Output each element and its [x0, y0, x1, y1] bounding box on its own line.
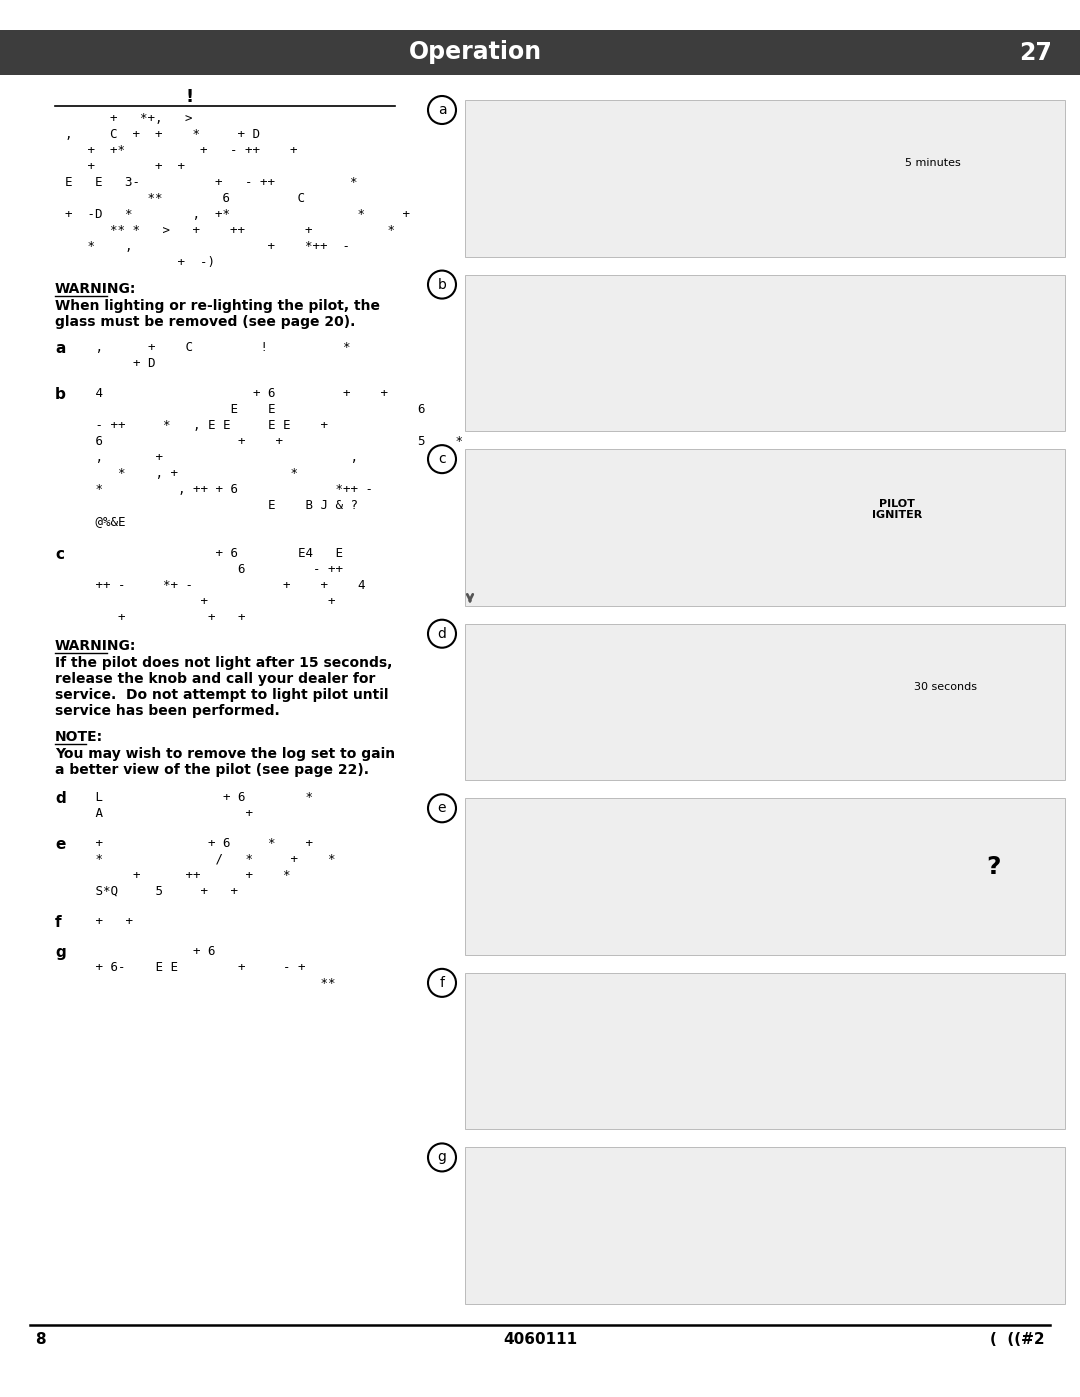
- Text: 4                    + 6         +    +: 4 + 6 + +: [73, 387, 388, 400]
- Bar: [465, 275, 1065, 432]
- Text: *    , +               *: * , + *: [73, 467, 298, 481]
- Text: *               /   *     +    *: * / * + *: [73, 854, 336, 866]
- Text: +        +  +: + + +: [65, 161, 185, 173]
- Text: c: c: [55, 548, 64, 562]
- Text: b: b: [437, 278, 446, 292]
- Text: @%&E: @%&E: [73, 515, 125, 528]
- Text: 30 seconds: 30 seconds: [914, 682, 976, 692]
- Text: service.  Do not attempt to light pilot until: service. Do not attempt to light pilot u…: [55, 687, 389, 703]
- Text: PILOT
IGNITER: PILOT IGNITER: [872, 499, 922, 520]
- Bar: [465, 1147, 1065, 1303]
- Bar: [465, 101, 1065, 257]
- Text: +  -D   *        ,  +*                 *     +: + -D * , +* * +: [65, 208, 410, 221]
- Text: +  -): + -): [65, 256, 215, 270]
- Text: L                + 6        *: L + 6 *: [73, 791, 313, 805]
- Bar: [465, 623, 1065, 781]
- Text: When lighting or re-lighting the pilot, the: When lighting or re-lighting the pilot, …: [55, 299, 380, 313]
- Text: S*Q     5     +   +: S*Q 5 + +: [73, 886, 238, 898]
- Text: f: f: [440, 977, 445, 990]
- Text: E    B J & ?: E B J & ?: [73, 499, 357, 511]
- Text: service has been performed.: service has been performed.: [55, 704, 280, 718]
- Text: *    ,                  +    *++  -: * , + *++ -: [65, 240, 350, 253]
- Text: +                +: + +: [73, 595, 336, 608]
- Text: + 6        E4   E: + 6 E4 E: [73, 548, 343, 560]
- Text: + 6-    E E        +     - +: + 6- E E + - +: [73, 961, 306, 974]
- Text: **        6         C: ** 6 C: [65, 191, 305, 205]
- Text: You may wish to remove the log set to gain: You may wish to remove the log set to ga…: [55, 747, 395, 761]
- Bar: [0, 29, 1080, 75]
- Text: d: d: [437, 627, 446, 641]
- Text: e: e: [437, 802, 446, 816]
- Text: NOTE:: NOTE:: [55, 731, 103, 745]
- Text: + 6: + 6: [73, 944, 216, 958]
- Text: +  +*          +   - ++    +: + +* + - ++ +: [65, 144, 297, 156]
- Text: g: g: [437, 1150, 446, 1165]
- Text: If the pilot does not light after 15 seconds,: If the pilot does not light after 15 sec…: [55, 657, 392, 671]
- Text: !: !: [186, 88, 194, 106]
- Text: ,      +    C         !          *: , + C ! *: [73, 341, 351, 353]
- Text: 6                  +    +                  5    *: 6 + + 5 *: [73, 434, 463, 448]
- Text: ,       +                         ,: , + ,: [73, 451, 357, 464]
- Text: Operation: Operation: [408, 41, 542, 64]
- Text: 6         - ++: 6 - ++: [73, 563, 343, 576]
- Text: + D: + D: [73, 358, 156, 370]
- Text: 4060111: 4060111: [503, 1333, 577, 1348]
- Text: **: **: [73, 977, 336, 990]
- Text: ** *   >   +    ++        +          *: ** * > + ++ + *: [65, 224, 395, 237]
- Text: a better view of the pilot (see page 22).: a better view of the pilot (see page 22)…: [55, 763, 369, 777]
- Text: f: f: [55, 915, 62, 930]
- Text: d: d: [55, 791, 66, 806]
- Text: 8: 8: [35, 1333, 45, 1348]
- Text: +           +   +: + + +: [73, 610, 245, 624]
- Text: ?: ?: [986, 855, 1000, 879]
- Text: a: a: [437, 103, 446, 117]
- Text: a: a: [55, 341, 66, 356]
- Text: E   E   3-          +   - ++          *: E E 3- + - ++ *: [65, 176, 357, 189]
- Text: E    E                   6: E E 6: [73, 402, 426, 416]
- Text: WARNING:: WARNING:: [55, 638, 136, 652]
- Text: A                   +: A +: [73, 807, 253, 820]
- Text: 27: 27: [1020, 41, 1052, 64]
- Text: g: g: [55, 944, 66, 960]
- Text: - ++     *   , E E     E E    +: - ++ * , E E E E +: [73, 419, 328, 432]
- Bar: [465, 450, 1065, 606]
- Text: release the knob and call your dealer for: release the knob and call your dealer fo…: [55, 672, 376, 686]
- Bar: [465, 972, 1065, 1129]
- Text: +   *+,   >: + *+, >: [65, 112, 192, 124]
- Text: +              + 6     *    +: + + 6 * +: [73, 837, 313, 849]
- Text: +   +: + +: [73, 915, 133, 928]
- Text: c: c: [438, 453, 446, 467]
- Text: 5 minutes: 5 minutes: [905, 158, 961, 168]
- Text: b: b: [55, 387, 66, 402]
- Text: ,     C  +  +    *     + D: , C + + * + D: [65, 129, 260, 141]
- Text: WARNING:: WARNING:: [55, 282, 136, 296]
- Text: glass must be removed (see page 20).: glass must be removed (see page 20).: [55, 314, 355, 330]
- Text: ++ -     *+ -            +    +    4: ++ - *+ - + + 4: [73, 578, 365, 592]
- Bar: [465, 798, 1065, 956]
- Text: +      ++      +    *: + ++ + *: [73, 869, 291, 882]
- Text: (  ((#2: ( ((#2: [990, 1333, 1045, 1348]
- Text: e: e: [55, 837, 66, 852]
- Text: *          , ++ + 6             *++ -: * , ++ + 6 *++ -: [73, 483, 373, 496]
